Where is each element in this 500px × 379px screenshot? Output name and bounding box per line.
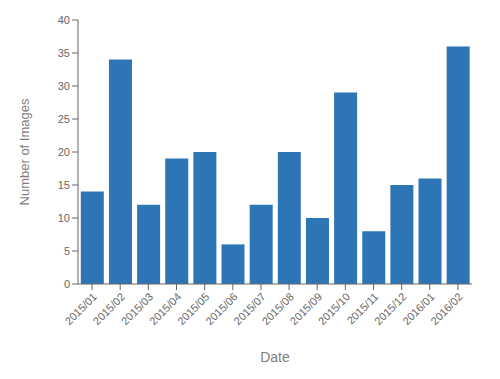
svg-text:2015/05: 2015/05 bbox=[175, 290, 212, 328]
svg-text:35: 35 bbox=[58, 47, 70, 59]
svg-text:25: 25 bbox=[58, 113, 70, 125]
svg-text:2015/06: 2015/06 bbox=[203, 290, 240, 328]
svg-text:2015/04: 2015/04 bbox=[146, 290, 184, 328]
svg-text:0: 0 bbox=[64, 278, 70, 290]
svg-text:15: 15 bbox=[58, 179, 70, 191]
svg-text:5: 5 bbox=[64, 245, 70, 257]
svg-text:2015/11: 2015/11 bbox=[344, 290, 381, 327]
svg-text:20: 20 bbox=[58, 146, 70, 158]
svg-text:2016/02: 2016/02 bbox=[428, 290, 465, 327]
svg-text:2015/03: 2015/03 bbox=[118, 290, 156, 328]
svg-text:Date: Date bbox=[260, 349, 290, 365]
svg-text:2015/07: 2015/07 bbox=[231, 290, 268, 328]
svg-text:2015/08: 2015/08 bbox=[259, 290, 296, 328]
svg-text:2015/01: 2015/01 bbox=[62, 290, 99, 328]
svg-text:40: 40 bbox=[58, 14, 70, 26]
svg-text:2016/01: 2016/01 bbox=[400, 290, 437, 328]
svg-text:2015/02: 2015/02 bbox=[90, 290, 128, 328]
svg-text:30: 30 bbox=[58, 80, 70, 92]
svg-text:10: 10 bbox=[58, 212, 70, 224]
svg-text:Number of Images: Number of Images bbox=[17, 98, 32, 205]
svg-text:2015/10: 2015/10 bbox=[315, 290, 353, 328]
svg-text:2015/12: 2015/12 bbox=[372, 290, 409, 328]
svg-text:2015/09: 2015/09 bbox=[287, 290, 325, 328]
